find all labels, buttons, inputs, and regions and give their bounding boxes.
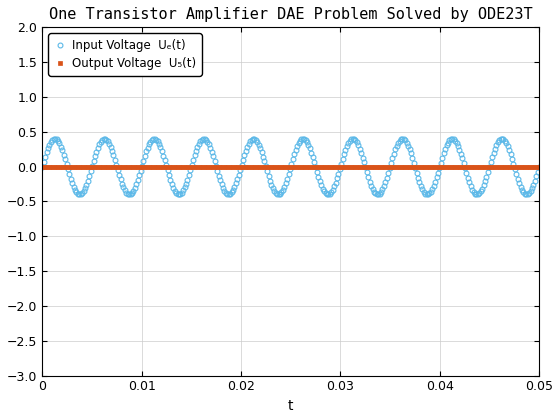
Output Voltage  U₅(t) — [493, 164, 500, 169]
Input Voltage  Uₑ(t) — [269, 186, 276, 191]
Output Voltage  U₅(t) — [69, 164, 76, 169]
Input Voltage  Uₑ(t) — [305, 142, 312, 147]
Input Voltage  Uₑ(t) — [39, 164, 46, 169]
Legend: Input Voltage  Uₑ(t), Output Voltage  U₅(t): Input Voltage Uₑ(t), Output Voltage U₅(t… — [48, 33, 202, 76]
Input Voltage  Uₑ(t) — [176, 192, 183, 197]
Input Voltage  Uₑ(t) — [531, 178, 538, 184]
Output Voltage  U₅(t) — [171, 164, 178, 169]
Input Voltage  Uₑ(t) — [517, 184, 524, 189]
Input Voltage  Uₑ(t) — [334, 176, 340, 181]
Output Voltage  U₅(t) — [536, 164, 543, 169]
Output Voltage  U₅(t) — [131, 164, 138, 169]
Output Voltage  U₅(t) — [59, 164, 66, 169]
Output Voltage  U₅(t) — [39, 164, 46, 169]
Line: Input Voltage  Uₑ(t): Input Voltage Uₑ(t) — [40, 136, 542, 197]
Input Voltage  Uₑ(t) — [536, 164, 543, 169]
Input Voltage  Uₑ(t) — [399, 136, 406, 141]
X-axis label: t: t — [288, 399, 293, 413]
Title: One Transistor Amplifier DAE Problem Solved by ODE23T: One Transistor Amplifier DAE Problem Sol… — [49, 7, 533, 22]
Line: Output Voltage  U₅(t): Output Voltage U₅(t) — [40, 165, 541, 169]
Input Voltage  Uₑ(t) — [171, 188, 178, 193]
Output Voltage  U₅(t) — [511, 164, 517, 169]
